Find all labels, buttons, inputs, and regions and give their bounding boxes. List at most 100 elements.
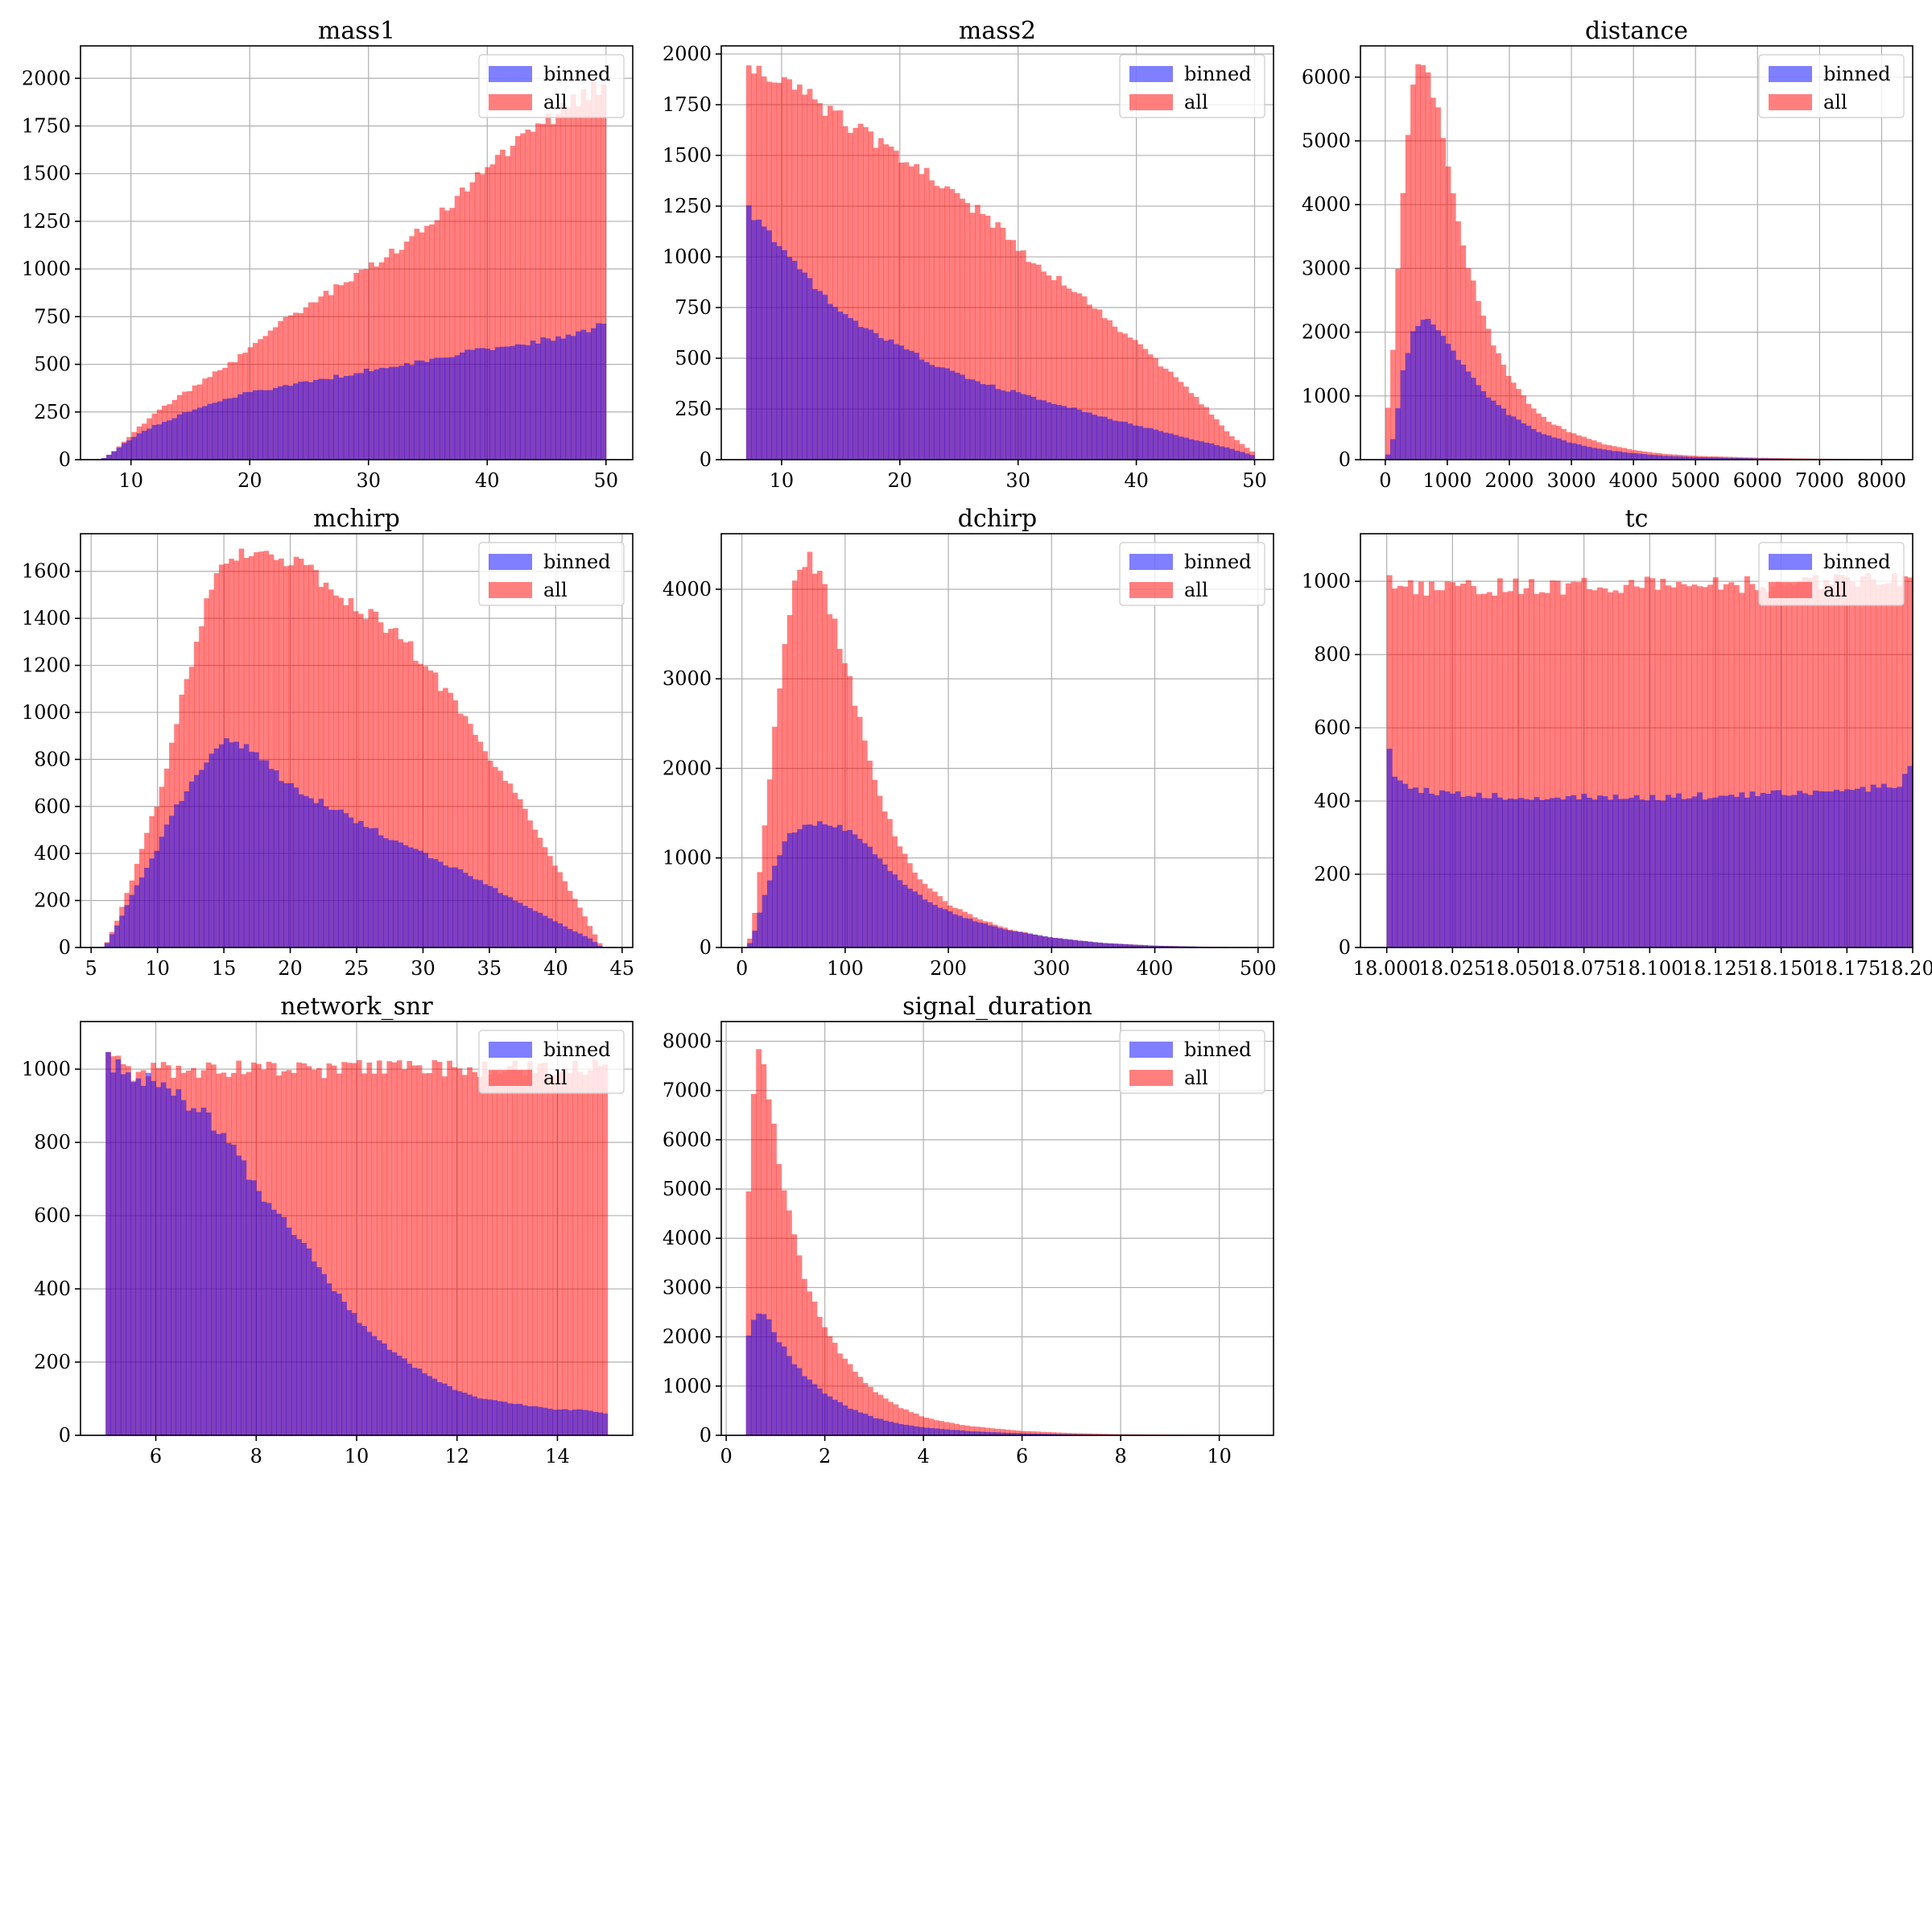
bar	[969, 1431, 975, 1435]
bar	[807, 278, 813, 460]
x-tick-label: 40	[1124, 469, 1149, 492]
bar	[1649, 578, 1656, 947]
legend-swatch-binned	[489, 1042, 532, 1058]
bar	[326, 1283, 332, 1435]
bar	[1030, 1433, 1036, 1435]
bar	[151, 1080, 156, 1435]
bar	[368, 828, 374, 947]
bar	[857, 1377, 864, 1435]
bar	[1507, 798, 1513, 947]
bar	[110, 1072, 117, 1435]
bar	[1041, 400, 1046, 460]
y-tick-label: 1250	[22, 210, 71, 233]
bar	[1870, 784, 1876, 947]
y-tick-label: 1000	[663, 246, 712, 268]
bar	[333, 284, 339, 460]
bar	[1812, 791, 1818, 947]
bar	[836, 824, 843, 947]
bar	[510, 146, 516, 460]
bar	[261, 1201, 267, 1435]
bar	[1027, 934, 1033, 947]
bar	[474, 348, 481, 460]
bar	[216, 1133, 222, 1435]
bar	[1091, 1433, 1097, 1435]
bar	[1644, 576, 1650, 947]
bar	[1802, 793, 1808, 947]
bar	[750, 1319, 757, 1435]
bar	[771, 1123, 777, 1435]
bar	[1516, 419, 1521, 460]
bar	[174, 804, 180, 947]
bar	[545, 114, 551, 460]
panel-mchirp: 5 10 15 20 25 30 35 40 45 0 200 400 600 800 1000 1200 14…	[22, 505, 634, 980]
bar	[1086, 1433, 1092, 1435]
bar	[560, 338, 567, 460]
bar	[353, 272, 359, 460]
bar	[934, 186, 940, 460]
series-binned	[745, 1313, 1254, 1435]
panel-title: dchirp	[958, 505, 1037, 533]
bar	[1035, 1433, 1041, 1435]
legend-swatch-binned	[489, 554, 532, 570]
bar	[1397, 780, 1403, 947]
bar	[514, 136, 521, 460]
bar	[477, 1076, 483, 1435]
bar	[301, 1242, 308, 1435]
x-tick-label: 35	[477, 957, 502, 980]
y-tick-label: 750	[34, 305, 71, 328]
bar	[159, 836, 165, 947]
bar	[328, 295, 334, 460]
bar	[939, 367, 945, 460]
bar	[394, 366, 400, 460]
bar	[997, 928, 1003, 947]
bar	[817, 570, 823, 947]
bar	[1434, 590, 1440, 947]
x-tick-label: 18.025	[1418, 957, 1486, 980]
bar	[447, 1060, 452, 1435]
bar	[1045, 1434, 1051, 1435]
bar	[366, 1331, 373, 1435]
bar	[155, 1087, 162, 1435]
bar	[601, 324, 607, 460]
y-tick-label: 0	[1339, 448, 1351, 471]
bar	[1591, 590, 1598, 947]
bar	[313, 803, 319, 947]
bar	[1153, 429, 1158, 460]
bar	[1671, 456, 1678, 460]
bar	[1147, 427, 1154, 460]
bar	[199, 770, 204, 947]
bar	[283, 782, 289, 947]
bar	[1122, 333, 1128, 460]
bar	[485, 167, 490, 460]
bar	[822, 295, 828, 460]
bar	[438, 691, 444, 947]
bar	[321, 1274, 327, 1435]
bar	[1534, 797, 1540, 947]
bar	[494, 155, 501, 460]
bar	[308, 564, 314, 947]
bar	[537, 1406, 543, 1435]
bar	[457, 869, 464, 947]
bar	[1550, 437, 1557, 460]
bar	[454, 355, 460, 460]
bar	[989, 1428, 996, 1435]
bar	[1502, 592, 1509, 947]
bar	[353, 611, 359, 947]
axes-frame	[80, 45, 634, 460]
bar	[761, 1314, 767, 1435]
bar	[1239, 452, 1245, 460]
bar	[752, 931, 758, 947]
bar	[1907, 766, 1913, 947]
x-tick-label: 6000	[1733, 469, 1782, 492]
bar	[822, 1393, 828, 1435]
panel-title: mass1	[318, 17, 395, 45]
bar	[1471, 586, 1477, 947]
bar	[436, 1062, 443, 1435]
bar	[1056, 275, 1062, 460]
bar	[877, 1418, 884, 1435]
bar	[273, 770, 279, 947]
bar	[756, 1313, 762, 1435]
bar	[852, 705, 858, 947]
legend-swatch-binned	[1129, 1042, 1173, 1058]
bar	[1476, 385, 1481, 460]
